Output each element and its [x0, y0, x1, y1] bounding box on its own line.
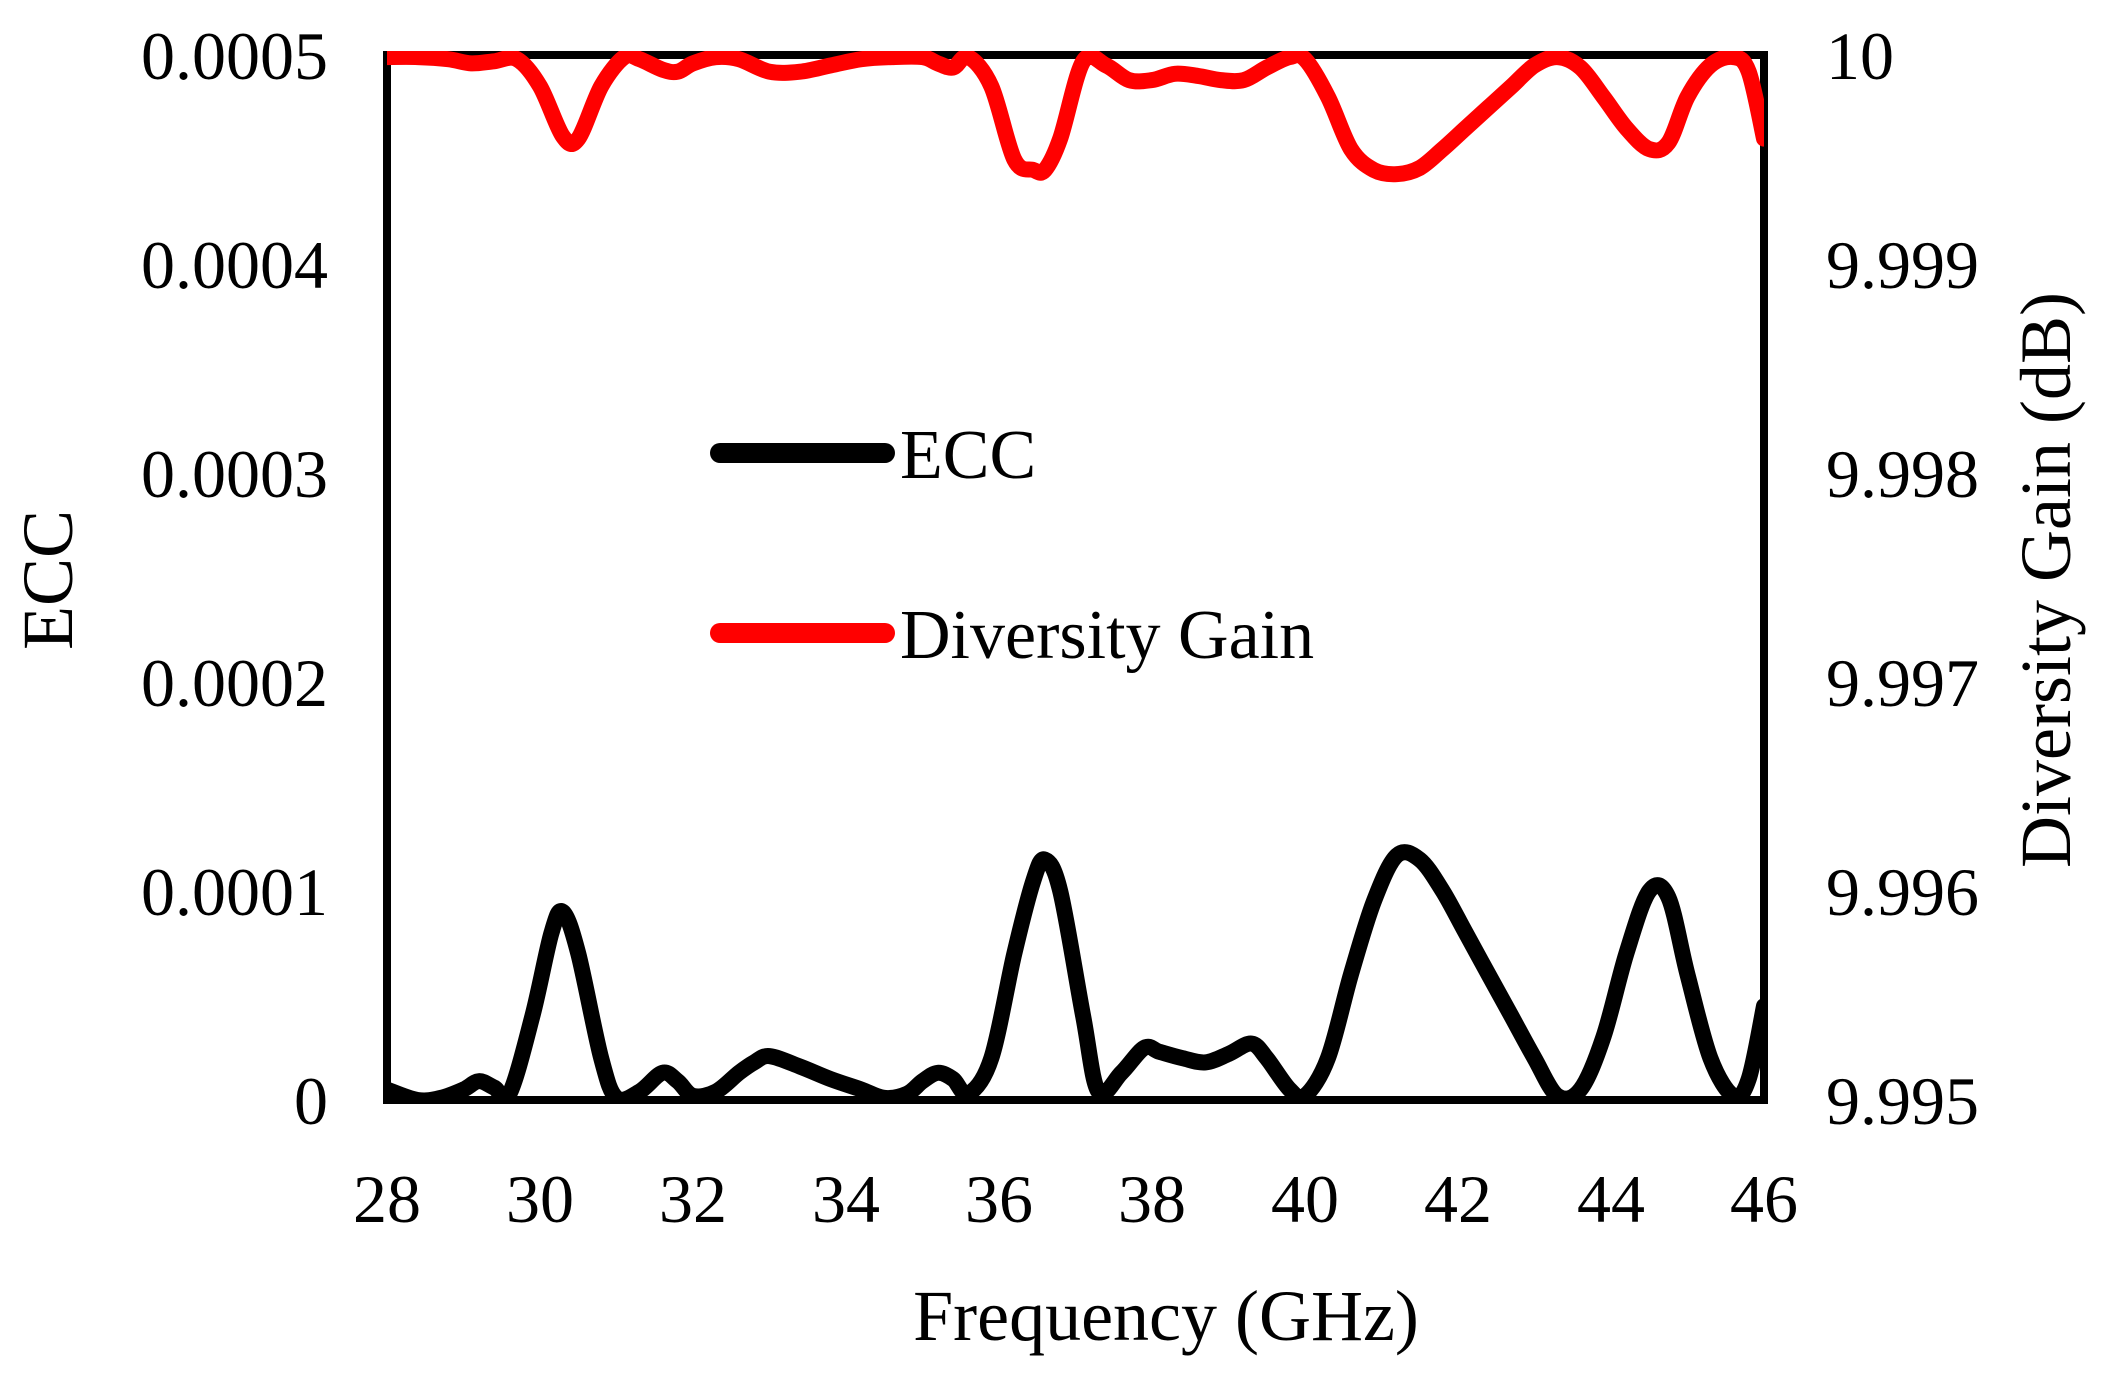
y-right-tick-label: 9.996	[1826, 854, 1979, 930]
x-tick-label: 34	[812, 1161, 880, 1237]
x-axis-ticks: 28 30 32 34 36 38 40 42 44 46	[353, 1161, 1798, 1237]
x-tick-label: 30	[506, 1161, 574, 1237]
plot-area	[383, 51, 1768, 1104]
y-right-tick-label: 9.999	[1826, 227, 1979, 303]
legend: ECC Diversity Gain	[710, 417, 1314, 674]
y-right-tick-label: 10	[1826, 18, 1894, 94]
legend-label-diversity-gain: Diversity Gain	[900, 597, 1314, 674]
x-tick-label: 38	[1118, 1161, 1186, 1237]
x-tick-label: 40	[1271, 1161, 1339, 1237]
y-left-tick-label: 0.0003	[141, 436, 328, 512]
y-left-tick-label: 0.0004	[141, 227, 328, 303]
y-left-axis-ticks: 0 0.0001 0.0002 0.0003 0.0004 0.0005	[141, 18, 328, 1139]
series-line-ecc	[387, 844, 1764, 1104]
x-axis-title: Frequency (GHz)	[913, 1276, 1419, 1356]
y-left-tick-label: 0.0001	[141, 854, 328, 930]
x-tick-label: 28	[353, 1161, 421, 1237]
x-tick-label: 42	[1424, 1161, 1492, 1237]
series-layer	[387, 51, 1764, 1104]
x-tick-label: 32	[659, 1161, 727, 1237]
y-right-tick-label: 9.995	[1826, 1063, 1979, 1139]
y-right-axis-title: Diversity Gain (dB)	[2006, 292, 2086, 868]
legend-label-ecc: ECC	[900, 417, 1036, 494]
y-right-axis-ticks: 9.995 9.996 9.997 9.998 9.999 10	[1826, 18, 1979, 1139]
y-right-tick-label: 9.998	[1826, 436, 1979, 512]
y-left-tick-label: 0	[294, 1063, 328, 1139]
y-left-tick-label: 0.0005	[141, 18, 328, 94]
x-tick-label: 36	[965, 1161, 1033, 1237]
plot-frame	[383, 51, 1768, 1104]
x-tick-label: 46	[1730, 1161, 1798, 1237]
series-line-diversity-gain	[387, 51, 1764, 183]
y-left-axis-title: ECC	[8, 510, 88, 650]
y-right-tick-label: 9.997	[1826, 645, 1979, 721]
y-left-tick-label: 0.0002	[141, 645, 328, 721]
x-tick-label: 44	[1577, 1161, 1645, 1237]
